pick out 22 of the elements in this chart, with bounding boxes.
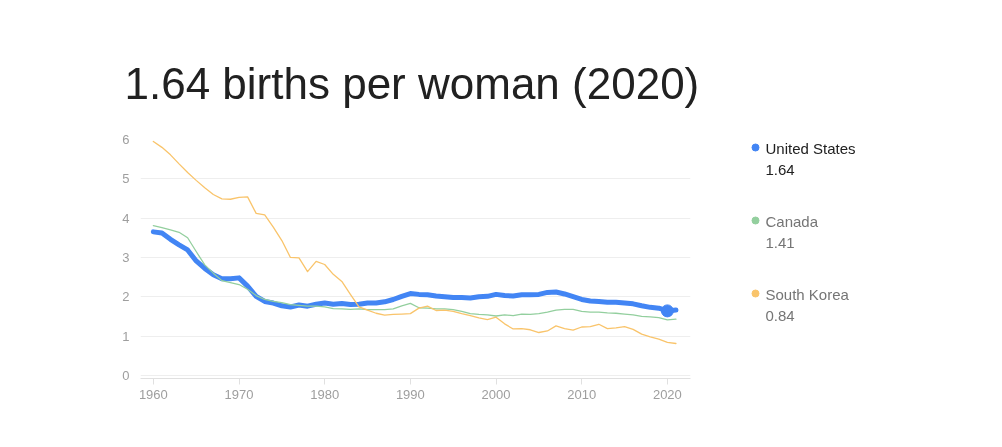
legend-label: South Korea (765, 286, 850, 303)
x-tick-label: 2000 (481, 386, 511, 402)
y-tick-label: 3 (122, 249, 130, 265)
x-tick-label: 2020 (652, 386, 682, 402)
line-series (152, 140, 677, 345)
y-tick-label: 2 (122, 289, 130, 305)
text: 1.64 (765, 160, 795, 178)
x-tick-label: 1960 (138, 386, 168, 402)
y-tick-label: 4 (122, 210, 130, 226)
x-tick-label: 1980 (310, 386, 340, 402)
x-tick-label: 1970 (224, 386, 254, 402)
text: 0.84 (765, 306, 795, 324)
chart-title: 1.64 births per woman (2020) (124, 58, 700, 108)
legend-label: United States (765, 140, 856, 157)
x-tick-label: 1990 (395, 386, 425, 402)
x-tick-label: 2010 (567, 386, 597, 402)
y-tick-label: 6 (122, 132, 130, 147)
y-tick-label: 1 (122, 328, 130, 344)
text: 1.41 (765, 233, 795, 251)
y-tick-label: 0 (122, 367, 130, 383)
y-tick-label: 5 (122, 171, 130, 187)
legend-label: Canada (765, 213, 819, 230)
